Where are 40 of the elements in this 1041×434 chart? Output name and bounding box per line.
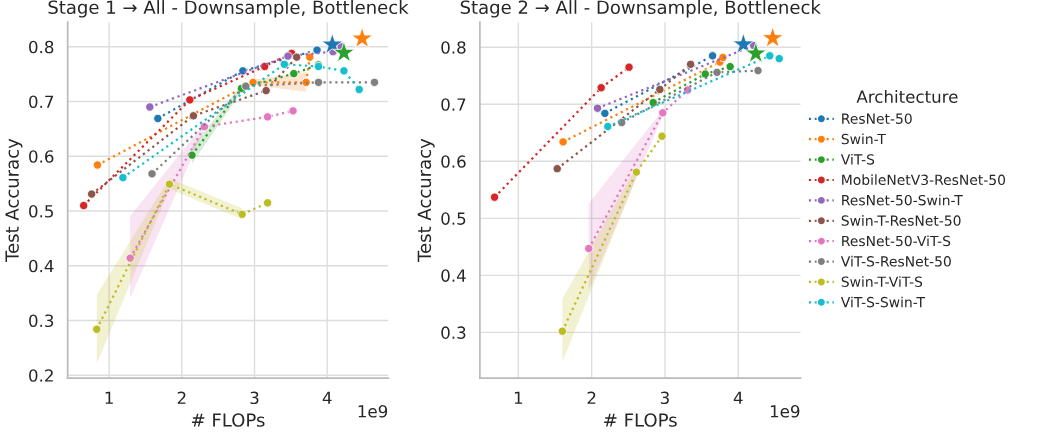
- y-tick-label: 0.5: [441, 212, 466, 225]
- legend-label: ViT-S-Swin-T: [840, 296, 926, 308]
- legend-label: Swin-T-ResNet-50: [841, 215, 961, 226]
- y-tick-label: 0.4: [29, 259, 54, 273]
- y-tick-label: 0.6: [29, 150, 54, 163]
- x-tick-label: 3: [660, 391, 669, 405]
- legend-label: ViT-S: [840, 153, 875, 165]
- legend-label: ResNet-50: [842, 113, 912, 124]
- x-tick-label: 3: [250, 391, 259, 405]
- chart-title: Stage 2 → All - Downsample, Bottleneck: [460, 0, 821, 18]
- x-axis-title: # FLOPs: [604, 413, 677, 427]
- y-tick-label: 0.8: [29, 40, 54, 54]
- y-tick-label: 0.5: [29, 204, 54, 218]
- y-axis-title: Test Accuracy: [5, 138, 23, 262]
- y-tick-label: 0.8: [441, 41, 466, 54]
- x-axis-title: # FLOPs: [191, 413, 265, 427]
- legend-label: Swin-T: [841, 133, 886, 145]
- x-tick-label: 2: [177, 391, 186, 404]
- y-axis-title: Test Accuracy: [417, 138, 435, 262]
- legend-label: ResNet-50-ViT-S: [842, 235, 951, 247]
- x-tick-label: 1: [514, 391, 523, 404]
- y-tick-label: 0.3: [441, 326, 466, 339]
- legend-label: Swin-T-ViT-S: [841, 276, 923, 287]
- x-tick-label: 4: [733, 391, 743, 404]
- y-tick-label: 0.3: [29, 314, 54, 328]
- x-tick-label: 4: [322, 391, 332, 404]
- y-tick-label: 0.6: [441, 155, 466, 168]
- chart-title: Stage 1 → All - Downsample, Bottleneck: [48, 0, 409, 18]
- y-tick-label: 0.4: [441, 269, 466, 282]
- legend-label: ViT-S-ResNet-50: [840, 255, 951, 267]
- x-tick-label: 1: [105, 391, 113, 404]
- legend-title: Architecture: [856, 90, 958, 103]
- y-tick-label: 0.2: [29, 369, 53, 382]
- x-tick-label: 2: [587, 391, 596, 404]
- y-tick-label: 0.7: [29, 95, 54, 109]
- text: 1e9: [358, 405, 388, 418]
- text: 1e9: [770, 405, 800, 418]
- legend-label: MobileNetV3-ResNet-50: [842, 174, 1006, 186]
- legend-label: ResNet-50-Swin-T: [842, 194, 963, 206]
- y-tick-label: 0.7: [441, 98, 466, 111]
